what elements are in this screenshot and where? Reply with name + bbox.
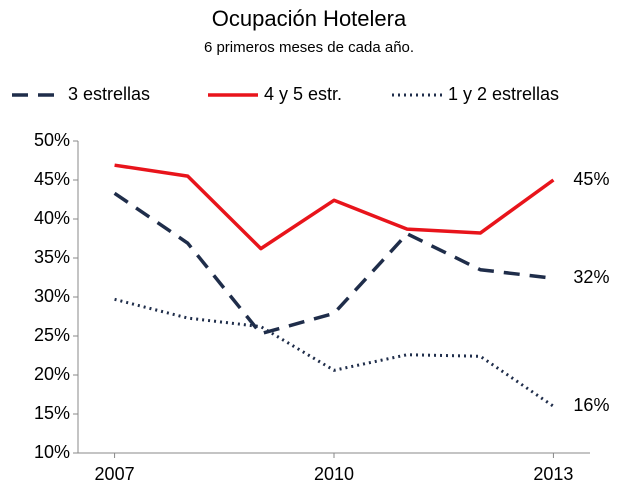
y-tick-label: 40% bbox=[34, 208, 70, 228]
data-label: 45% bbox=[573, 169, 609, 189]
y-tick-label: 20% bbox=[34, 364, 70, 384]
legend-label: 3 estrellas bbox=[68, 84, 150, 104]
series-line bbox=[114, 163, 555, 251]
x-tick-label: 2007 bbox=[95, 464, 135, 484]
data-label: 32% bbox=[573, 267, 609, 287]
series-line bbox=[113, 191, 554, 336]
x-tick-label: 2010 bbox=[314, 464, 354, 484]
y-tick-label: 15% bbox=[34, 403, 70, 423]
legend-label: 1 y 2 estrellas bbox=[448, 84, 559, 104]
series-line bbox=[114, 297, 555, 408]
y-tick-label: 50% bbox=[34, 130, 70, 150]
y-tick-label: 10% bbox=[34, 442, 70, 462]
y-tick-label: 30% bbox=[34, 286, 70, 306]
x-tick-label: 2013 bbox=[533, 464, 573, 484]
data-label: 16% bbox=[573, 395, 609, 415]
legend-label: 4 y 5 estr. bbox=[264, 84, 342, 104]
chart-subtitle: 6 primeros meses de cada año. bbox=[204, 39, 414, 56]
y-tick-label: 45% bbox=[34, 169, 70, 189]
y-tick-label: 35% bbox=[34, 247, 70, 267]
y-tick-label: 25% bbox=[34, 325, 70, 345]
chart-title: Ocupación Hotelera bbox=[212, 6, 407, 31]
